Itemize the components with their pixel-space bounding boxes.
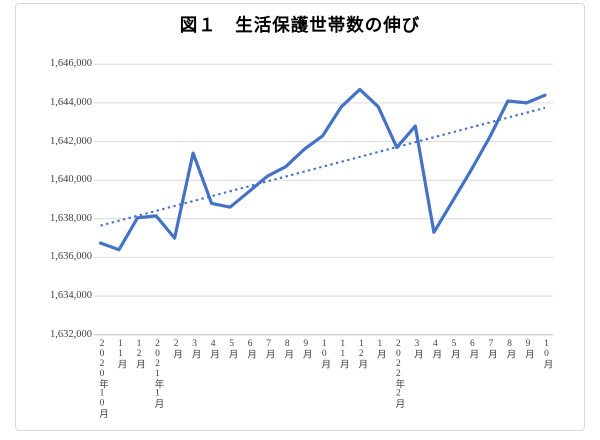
- y-axis-tick-label: 1,644,000: [50, 96, 92, 108]
- x-axis-tick-label: 2月: [171, 339, 182, 359]
- x-axis-tick-label: 2021年1月: [152, 339, 163, 408]
- y-axis-tick-label: 1,646,000: [50, 58, 92, 70]
- x-axis-tick-label: 6月: [245, 339, 256, 359]
- x-axis-tick-label: 4月: [430, 339, 441, 359]
- x-axis-tick-label: 11月: [337, 339, 348, 369]
- y-axis-tick-label: 1,632,000: [50, 328, 92, 340]
- y-axis-tick-label: 1,636,000: [50, 251, 92, 263]
- x-axis-tick-label: 4月: [208, 339, 219, 359]
- x-axis-tick-label: 1月: [374, 339, 385, 359]
- x-axis-tick-label: 3月: [411, 339, 422, 359]
- x-axis-tick-label: 8月: [282, 339, 293, 359]
- x-axis-tick-label: 10月: [541, 339, 552, 369]
- x-axis-tick-label: 12月: [134, 339, 145, 369]
- data-line-welfare-households: [98, 87, 547, 252]
- y-axis-tick-label: 1,640,000: [50, 174, 92, 186]
- x-axis-tick-label: 3月: [189, 339, 200, 359]
- x-axis-tick-label: 9月: [300, 339, 311, 359]
- x-axis-tick-label: 6月: [467, 339, 478, 359]
- x-axis-tick-label: 5月: [226, 339, 237, 359]
- x-axis-tick-label: 10月: [319, 339, 330, 369]
- x-axis-tick-label: 2022年2月: [393, 339, 404, 408]
- chart-title: 図１ 生活保護世帯数の伸び: [179, 15, 421, 35]
- trendline-dotted: [100, 106, 546, 227]
- x-axis-tick-label: 8月: [504, 339, 515, 359]
- y-axis-tick-label: 1,634,000: [50, 290, 92, 302]
- x-axis-tick-label: 11月: [115, 339, 126, 369]
- y-axis-tick-label: 1,638,000: [50, 212, 92, 224]
- x-axis-tick-label: 12月: [356, 339, 367, 369]
- x-axis-tick-label: 2020年10月: [97, 339, 107, 418]
- x-axis-tick-label: 9月: [522, 339, 533, 359]
- chart-frame: [15, 3, 585, 431]
- x-axis-tick-label: 7月: [485, 339, 496, 359]
- y-axis-tick-label: 1,642,000: [50, 135, 92, 147]
- x-axis-tick-label: 5月: [448, 339, 459, 359]
- x-axis-tick-label: 7月: [263, 339, 274, 359]
